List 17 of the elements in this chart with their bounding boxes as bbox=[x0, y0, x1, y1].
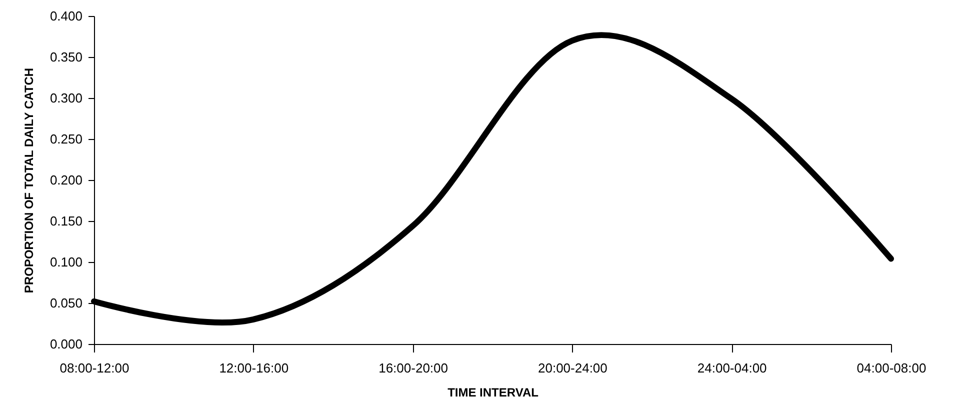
y-tick-label: 0.300 bbox=[50, 90, 82, 106]
x-tick-label: 20:00-24:00 bbox=[538, 360, 608, 376]
y-tick-label: 0.350 bbox=[50, 50, 82, 64]
x-tick-label: 08:00-12:00 bbox=[60, 360, 130, 376]
y-tick-label: 0.100 bbox=[50, 254, 82, 270]
y-tick-label: 0.200 bbox=[50, 172, 82, 188]
x-tick-label: 16:00-20:00 bbox=[378, 360, 448, 376]
x-tick-label: 12:00-16:00 bbox=[219, 360, 289, 376]
x-axis-title: TIME INTERVAL bbox=[448, 386, 538, 400]
y-axis-title: PROPORTION OF TOTAL DAILY CATCH bbox=[22, 68, 36, 294]
x-tick-label: 04:00-08:00 bbox=[856, 360, 926, 376]
y-tick-label: 0.250 bbox=[50, 132, 82, 146]
x-tick-label: 24:00-04:00 bbox=[697, 360, 767, 376]
y-tick-label: 0.400 bbox=[50, 8, 82, 24]
y-tick-label: 0.050 bbox=[50, 296, 82, 310]
y-tick-label: 0.000 bbox=[50, 336, 82, 352]
y-tick-label: 0.150 bbox=[50, 214, 82, 228]
